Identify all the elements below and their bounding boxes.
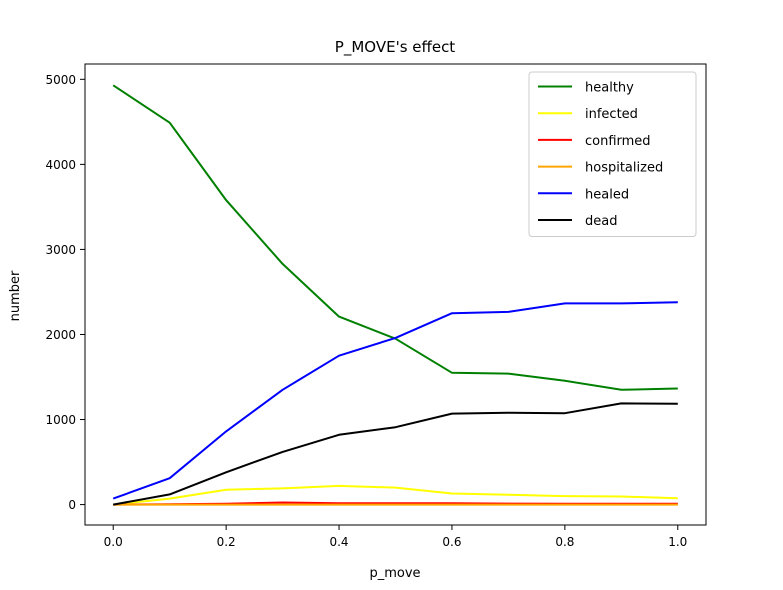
- x-tick-label: 0.6: [442, 535, 461, 549]
- legend-label-infected: infected: [585, 107, 638, 122]
- x-axis-label: p_move: [369, 566, 420, 581]
- plot-frame: [84, 63, 707, 526]
- series-line-dead: [113, 402, 678, 506]
- legend: healthy infected confirmed hospitalized heal…: [528, 71, 697, 237]
- y-tick-label: 3000: [45, 243, 76, 257]
- y-tick-label: 0: [68, 498, 76, 512]
- chart-title: P_MOVE's effect: [335, 38, 456, 57]
- legend-label-dead: dead: [585, 214, 617, 229]
- legend-label-hospitalized: hospitalized: [585, 161, 663, 176]
- series-line-infected: [113, 484, 678, 506]
- y-tick-label: 4000: [45, 158, 76, 172]
- plot-marks: [112, 84, 678, 506]
- legend-label-confirmed: confirmed: [585, 134, 651, 149]
- x-tick-label: 0.0: [104, 535, 123, 549]
- legend-label-healed: healed: [585, 187, 629, 202]
- x-tick-label: 0.8: [555, 535, 574, 549]
- legend-box: [528, 71, 697, 237]
- x-tick-label: 0.4: [329, 535, 348, 549]
- series-line-healed: [112, 301, 678, 500]
- axes: 0.0 0.2 0.4 0.6 0.8 1.0 0 1000 2000 3000 4000 5000: [45, 63, 707, 549]
- x-tick-label: 1.0: [668, 535, 687, 549]
- y-tick-label: 1000: [45, 413, 76, 427]
- x-tick-label: 0.2: [217, 535, 236, 549]
- y-tick-label: 5000: [45, 73, 76, 87]
- y-tick-label: 2000: [45, 328, 76, 342]
- legend-label-healthy: healthy: [585, 81, 634, 96]
- y-axis-label: number: [8, 270, 23, 321]
